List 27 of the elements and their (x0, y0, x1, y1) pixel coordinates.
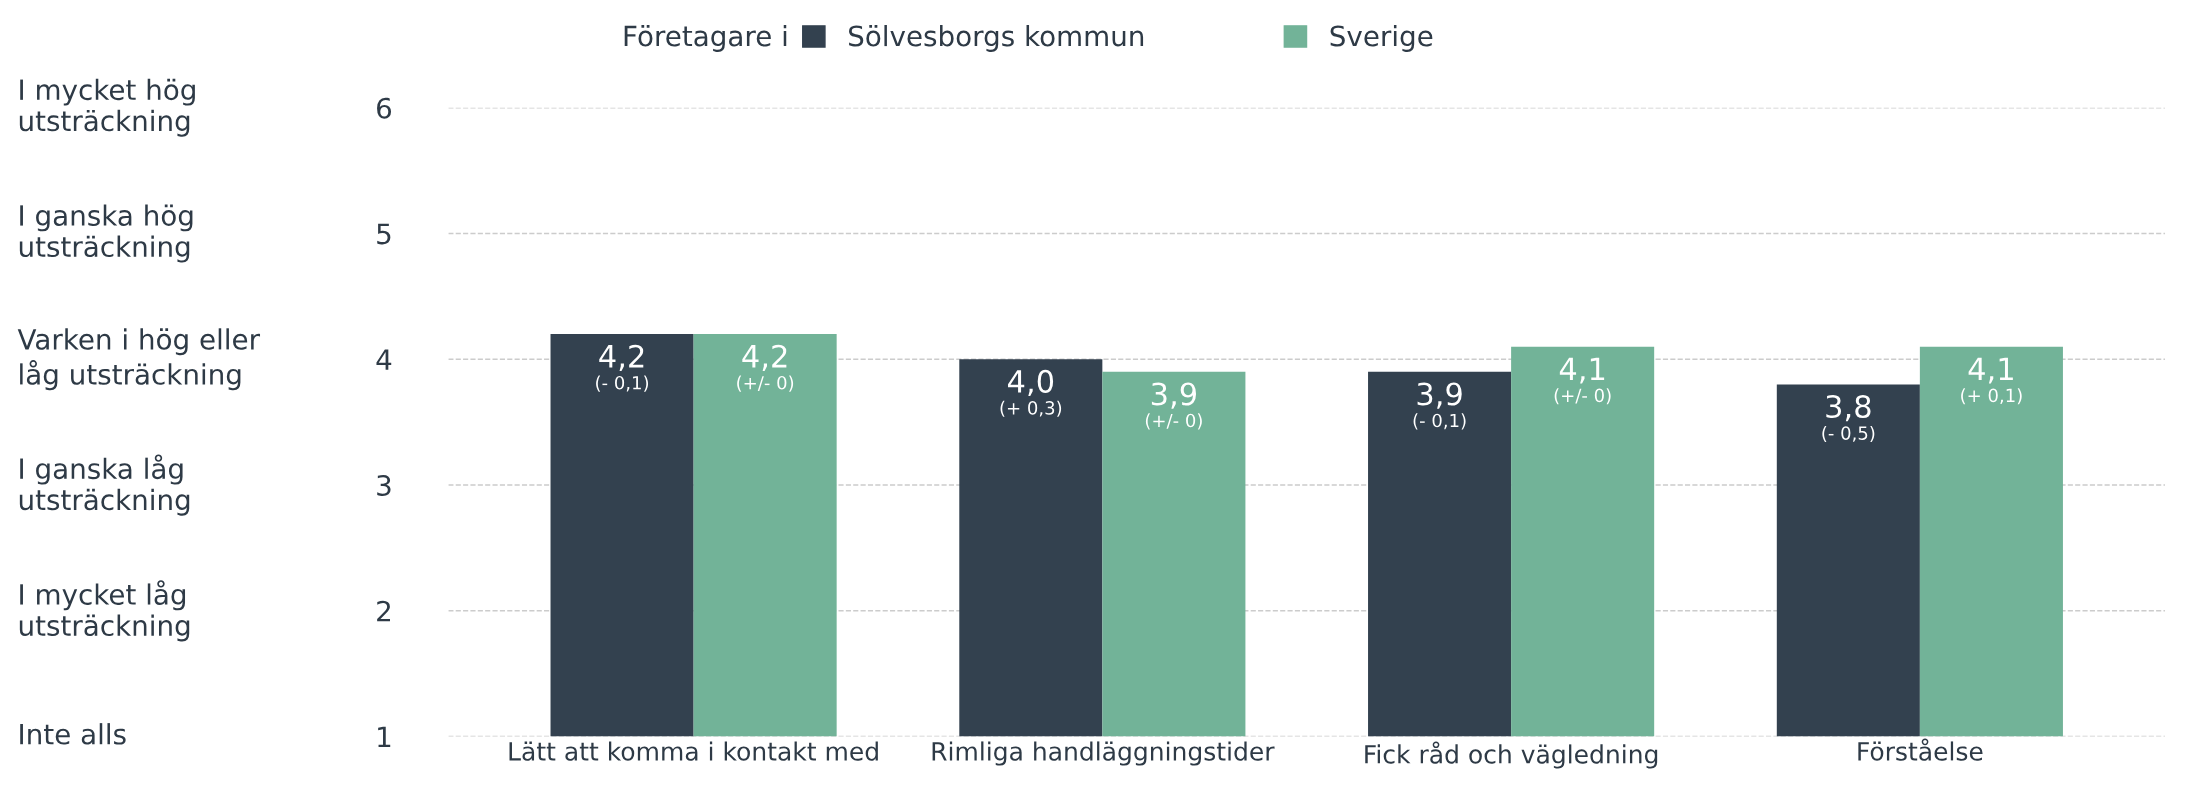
data-label: 4,1 (+/- 0) (1554, 357, 1611, 405)
data-label: 4,2 (- 0,1) (596, 344, 649, 392)
y-tick-label: 5 (377, 223, 391, 245)
text: Inte alls (20, 723, 126, 745)
data-label: 3,8 (- 0,5) (1822, 395, 1875, 443)
y-tick-label: 4 (376, 349, 392, 370)
x-tick-label: Förståelse (1858, 738, 1983, 761)
data-label: 4,0 (+ 0,3) (1000, 369, 1062, 417)
text: I ganska hög utsträckning (19, 204, 193, 263)
legend-label: Sverige (1330, 25, 1433, 52)
legend-title: Företagare i (624, 25, 787, 52)
text: Varken i hög eller låg utsträckning (17, 328, 261, 391)
y-tick-label: 2 (377, 600, 390, 622)
data-label: 3,9 (- 0,1) (1413, 382, 1466, 430)
data-label: 4,1 (+ 0,1) (1961, 357, 2022, 405)
y-tick-label: 6 (377, 97, 392, 119)
text: I ganska låg utsträckning (19, 454, 190, 516)
x-tick-label: Rimliga handläggningstider (932, 741, 1275, 766)
x-tick-label: Lätt att komma i kontakt med (509, 741, 878, 761)
y-tick-label: 3 (377, 474, 391, 496)
text: I mycket låg utsträckning (19, 580, 190, 642)
text: I mycket hög utsträckning (19, 78, 195, 137)
data-label: 3,9 (+/- 0) (1145, 382, 1202, 430)
y-tick-label: 1 (378, 726, 391, 748)
legend-label: Sölvesborgs kommun (849, 25, 1144, 52)
x-tick-label: Fick råd och vägledning (1365, 741, 1658, 769)
data-label: 4,2 (+/- 0) (737, 344, 794, 392)
